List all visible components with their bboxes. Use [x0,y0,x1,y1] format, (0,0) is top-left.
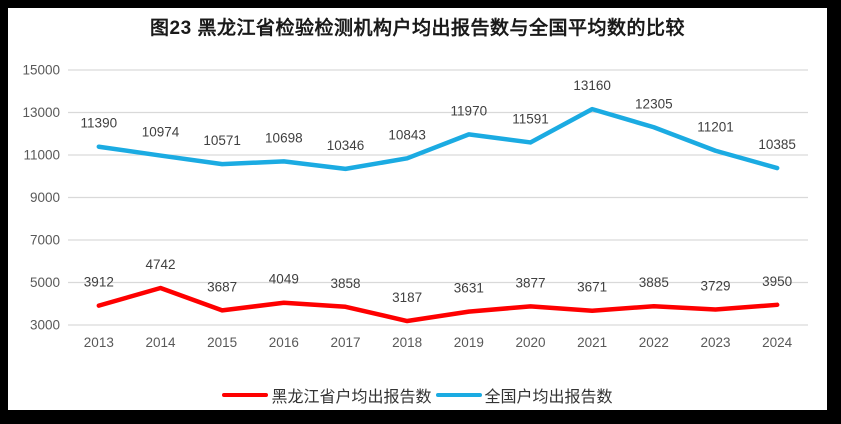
data-label: 11591 [512,111,549,126]
data-label: 3912 [84,275,114,290]
x-axis-tick-label: 2024 [762,335,793,350]
data-label: 3671 [577,280,607,295]
x-axis-tick-label: 2014 [145,335,176,350]
data-label: 3858 [330,276,360,291]
y-axis-tick-label: 3000 [30,318,60,333]
data-label: 13160 [573,78,611,93]
series-line-heilongjiang [96,285,780,324]
red-line-legend-marker-icon [222,393,269,397]
data-label: 10571 [203,133,241,148]
data-label: 4049 [269,272,299,287]
x-axis-tick-label: 2021 [577,335,607,350]
x-axis-tick-label: 2015 [207,335,237,350]
y-axis-tick-label: 5000 [30,275,60,290]
series-line-national [96,106,780,172]
x-axis-tick-label: 2017 [330,335,360,350]
x-axis-tick-label: 2023 [700,335,730,350]
data-label: 3950 [762,274,792,289]
data-label: 3631 [454,281,484,296]
chart-legend: 黑龙江省户均出报告数 全国户均出报告数 [8,383,827,407]
chart-title: 图23 黑龙江省检验检测机构户均出报告数与全国平均数的比较 [150,18,685,39]
x-axis-tick-label: 2020 [515,335,545,350]
x-axis-tick-label: 2013 [84,335,114,350]
y-axis-tick-label: 7000 [30,233,60,248]
y-axis-tick-label: 9000 [30,190,60,205]
x-axis-tick-label: 2019 [454,335,484,350]
x-axis-tick-label: 2016 [269,335,299,350]
data-label: 11390 [81,116,118,131]
data-label: 10698 [265,130,303,145]
legend-label-heilongjiang: 黑龙江省户均出报告数 [271,389,432,406]
blue-line-legend-marker-icon [435,393,482,397]
data-label: 4742 [145,257,175,272]
x-axis-tick-label: 2018 [392,335,422,350]
y-axis-tick-label: 13000 [22,105,60,120]
data-label: 10385 [758,137,796,152]
x-axis-tick-label: 2022 [639,335,669,350]
data-label: 3885 [639,275,669,290]
data-label: 10974 [142,125,180,140]
data-label: 10346 [327,138,365,153]
legend-item-heilongjiang: 黑龙江省户均出报告数 [222,383,432,407]
y-axis-tick-label: 15000 [22,63,60,78]
legend-item-national: 全国户均出报告数 [435,383,613,407]
legend-label-national: 全国户均出报告数 [484,389,613,406]
data-label: 3877 [515,275,545,290]
data-label: 11201 [697,120,734,135]
data-label: 11970 [451,103,488,118]
data-label: 10843 [388,127,426,142]
y-axis-tick-label: 11000 [23,148,60,163]
data-label: 3729 [700,279,730,294]
data-label: 12305 [635,96,673,111]
data-label: 3687 [207,279,237,294]
data-label: 3187 [392,290,422,305]
